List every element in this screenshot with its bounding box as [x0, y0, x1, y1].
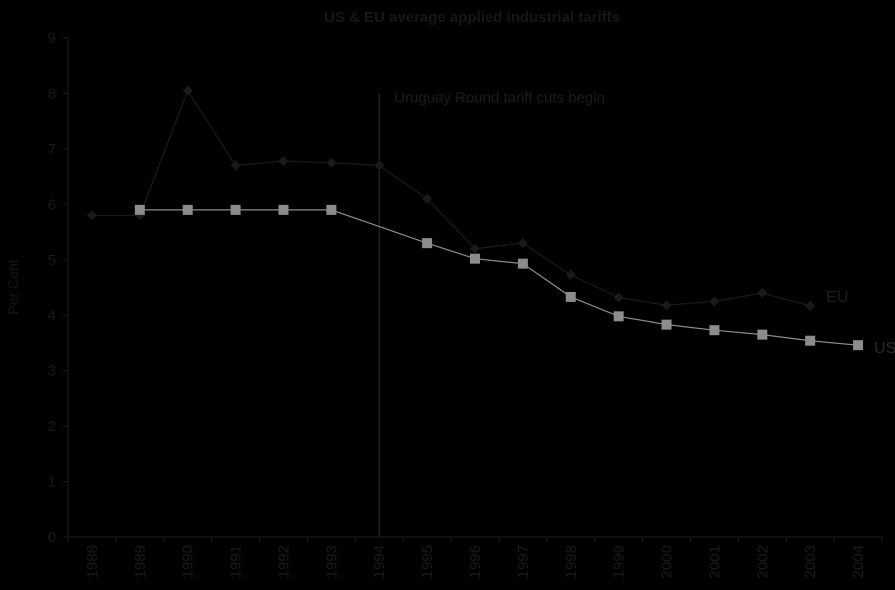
- x-tick-label: 1994: [371, 545, 388, 578]
- data-point-us: [757, 329, 768, 340]
- data-point-us: [805, 335, 816, 346]
- series-label-eu: EU: [826, 289, 848, 306]
- data-point-eu: [805, 300, 816, 311]
- data-point-us: [326, 204, 337, 215]
- x-tick-label: 1989: [132, 545, 149, 578]
- y-tick-label: 4: [48, 307, 56, 324]
- x-tick-label: 1999: [611, 545, 628, 578]
- data-point-us: [661, 319, 672, 330]
- x-tick-label: 2003: [802, 545, 819, 578]
- data-point-us: [853, 340, 864, 351]
- y-axis-label: Per Cent: [5, 259, 21, 314]
- data-point-eu: [661, 300, 672, 311]
- series-us: US: [134, 204, 895, 357]
- x-tick-label: 1991: [228, 545, 245, 578]
- series-line-us: [139, 209, 859, 346]
- x-tick-label: 1996: [467, 545, 484, 578]
- data-point-eu: [182, 85, 193, 96]
- data-point-eu: [422, 193, 433, 204]
- data-point-us: [422, 238, 433, 249]
- y-tick-label: 7: [48, 141, 56, 158]
- x-tick-label: 2004: [850, 545, 867, 578]
- x-tick-label: 1998: [563, 545, 580, 578]
- series-eu: EU: [86, 85, 848, 311]
- data-point-us: [565, 291, 576, 302]
- data-point-eu: [709, 296, 720, 307]
- x-tick-label: 1988: [84, 545, 101, 578]
- data-point-us: [134, 204, 145, 215]
- data-point-eu: [517, 238, 528, 249]
- data-point-us: [709, 325, 720, 336]
- y-tick-label: 9: [48, 30, 56, 47]
- axes: 0 1 2 3 4 5 6 7 8 9 1988 1989 1990 1991 1992 1993 1994 19…: [48, 30, 883, 578]
- annotation-label: Uruguay Round tariff cuts begin: [394, 89, 605, 106]
- x-tick-label: 1992: [275, 545, 292, 578]
- data-point-eu: [278, 156, 289, 167]
- data-point-eu: [86, 210, 97, 221]
- series-layer: EU US: [86, 85, 895, 357]
- x-tick-label: 2001: [706, 545, 723, 578]
- data-point-us: [613, 311, 624, 322]
- x-tick-label: 1997: [515, 545, 532, 578]
- x-tick-label: 2000: [659, 545, 676, 578]
- y-tick-label: 1: [48, 474, 56, 491]
- data-point-eu: [757, 288, 768, 299]
- data-point-us: [470, 253, 480, 264]
- data-point-eu: [374, 160, 385, 171]
- y-tick-label: 5: [48, 252, 56, 269]
- series-label-us: US: [874, 340, 895, 357]
- y-tick-label: 8: [48, 85, 56, 102]
- x-tick-label: 1990: [180, 545, 197, 578]
- data-point-eu: [613, 292, 624, 303]
- data-point-eu: [470, 243, 480, 254]
- y-tick-label: 3: [48, 363, 56, 380]
- y-tick-label: 2: [48, 418, 56, 435]
- annotation-layer: Uruguay Round tariff cuts begin: [378, 89, 605, 537]
- data-point-us: [230, 204, 241, 215]
- data-point-us: [182, 204, 193, 215]
- data-point-us: [278, 204, 289, 215]
- data-point-eu: [230, 160, 241, 171]
- series-line-eu: [91, 89, 811, 307]
- x-tick-label: 1995: [419, 545, 436, 578]
- x-tick-label: 1993: [323, 545, 340, 578]
- data-point-eu: [565, 269, 576, 280]
- data-point-us: [517, 258, 528, 269]
- y-tick-label: 6: [48, 196, 56, 213]
- data-point-eu: [326, 157, 337, 168]
- chart-title: US & EU average applied industrial tarif…: [324, 9, 620, 26]
- y-tick-label: 0: [48, 529, 56, 546]
- x-tick-label: 2002: [754, 545, 771, 578]
